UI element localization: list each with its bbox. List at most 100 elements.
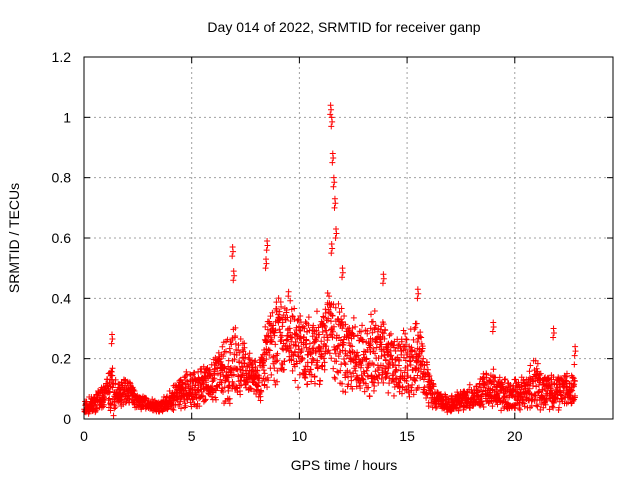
scatter-point [221,365,228,372]
scatter-point [274,378,281,385]
scatter-point [274,367,281,374]
scatter-point [403,336,410,343]
scatter-point [283,337,290,344]
scatter-point [246,350,253,357]
scatter-point [380,379,387,386]
scatter-point [335,300,342,307]
scatter-point [288,334,295,341]
scatter-point [359,375,366,382]
scatter-point [521,391,528,398]
scatter-point [390,392,397,399]
scatter-point [349,385,356,392]
scatter-point [380,330,387,337]
scatter-point [265,346,272,353]
scatter-point [540,404,547,411]
scatter-point [534,360,541,367]
scatter-point [338,319,345,326]
scatter-point [333,230,340,237]
scatter-point [410,354,417,361]
scatter-point [166,387,173,394]
scatter-point [294,317,301,324]
scatter-point [295,384,302,391]
scatter-point [279,345,286,352]
scatter-point [418,348,425,355]
scatter-point [563,370,570,377]
scatter-point [546,406,553,413]
scatter-point [331,179,338,186]
scatter-point [556,384,563,391]
scatter-point [219,343,226,350]
scatter-point [342,361,349,368]
scatter-point [200,363,207,370]
scatter-point [533,402,540,409]
scatter-point [225,387,232,394]
x-tick-label: 20 [507,428,523,444]
scatter-point [272,341,279,348]
scatter-point [533,365,540,372]
scatter-point [352,367,359,374]
scatter-point [330,365,337,372]
scatter-point [178,405,185,412]
scatter-point [327,304,334,311]
x-tick-label: 0 [80,428,88,444]
scatter-point [382,327,389,334]
scatter-point [297,313,304,320]
scatter-point [197,368,204,375]
scatter-point [428,377,435,384]
scatter-point [466,381,473,388]
scatter-point [325,315,332,322]
scatter-point [334,368,341,375]
scatter-point [106,395,113,402]
scatter-point [220,353,227,360]
scatter-point [539,394,546,401]
scatter-point [252,364,259,371]
scatter-point [533,383,540,390]
scatter-point [399,383,406,390]
scatter-point [286,348,293,355]
scatter-point [332,235,339,241]
scatter-point [187,371,194,378]
scatter-point [396,357,403,364]
scatter-point [109,365,116,372]
scatter-point [370,361,377,368]
scatter-point [396,341,403,348]
scatter-point [236,382,243,389]
scatter-point [263,247,270,254]
scatter-point [542,401,549,408]
scatter-point [169,406,176,413]
scatter-point [328,123,335,130]
scatter-point [176,401,183,408]
scatter-point [208,393,215,400]
scatter-point [372,350,379,357]
scatter-point [419,345,426,352]
scatter-point [296,327,303,334]
scatter-point [455,407,462,414]
scatter-point [538,401,545,408]
scatter-point [414,357,421,364]
scatter-point [246,356,253,363]
scatter-point [376,372,383,379]
scatter-point [360,376,367,383]
scatter-point [263,260,270,267]
y-tick-label: 0.8 [52,170,72,186]
scatter-point [501,393,508,400]
scatter-point [329,245,336,252]
scatter-point [368,311,375,318]
scatter-point [363,367,370,374]
scatter-point [245,354,252,361]
scatter-point [339,318,346,325]
scatter-point [266,347,273,354]
scatter-point [502,376,509,383]
scatter-point [311,373,318,380]
scatter-point [411,347,418,354]
scatter-point [230,248,237,255]
scatter-point [388,352,395,359]
scatter-point [378,376,385,383]
scatter-point [359,338,366,345]
scatter-point [521,400,528,407]
scatter-point [329,334,336,341]
scatter-point [358,362,365,369]
scatter-point [332,375,339,382]
scatter-point [344,367,351,374]
scatter-point [251,359,258,366]
